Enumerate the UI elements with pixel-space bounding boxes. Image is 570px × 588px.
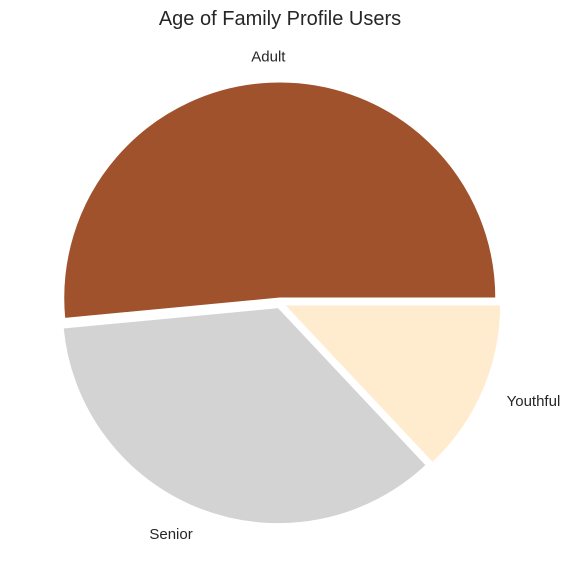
pie-slice-adult <box>64 82 496 318</box>
chart-title: Age of Family Profile Users <box>159 8 401 30</box>
pie-slices <box>63 82 500 524</box>
slice-label-adult: Adult <box>251 48 286 65</box>
slice-label-senior: Senior <box>149 526 192 543</box>
slice-label-youthful: Youthful <box>507 393 561 410</box>
